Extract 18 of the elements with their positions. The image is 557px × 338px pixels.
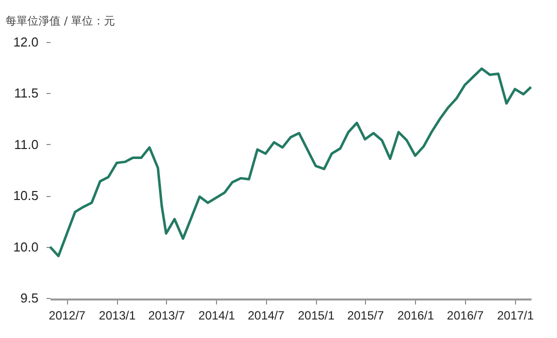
line-series [48,67,532,258]
x-tick-label: 2013/7 [148,308,186,322]
x-tick-label: 2014/7 [248,308,285,322]
x-tick-label: 2015/1 [298,308,335,322]
y-tick-label: 12.0 [13,34,38,50]
y-tick-label: 10.5 [13,188,38,204]
x-tick-label: 2013/1 [98,308,136,322]
y-tick-label: 11.0 [14,136,38,152]
y-tick-label: 9.5 [20,290,38,306]
x-tick-label: 2016/1 [397,308,434,322]
x-tick-label: 2012/7 [48,308,86,322]
x-tick-label: 2016/7 [446,308,484,322]
y-tick-label: 10.0 [13,239,38,254]
x-tick-label: 2017/1 [497,308,534,322]
x-tick-label: 2015/7 [347,308,384,322]
y-axis-title: 每單位淨值 / 單位：元 [6,14,116,28]
y-tick-label: 11.5 [14,86,38,101]
x-tick-label: 2014/1 [198,308,236,322]
